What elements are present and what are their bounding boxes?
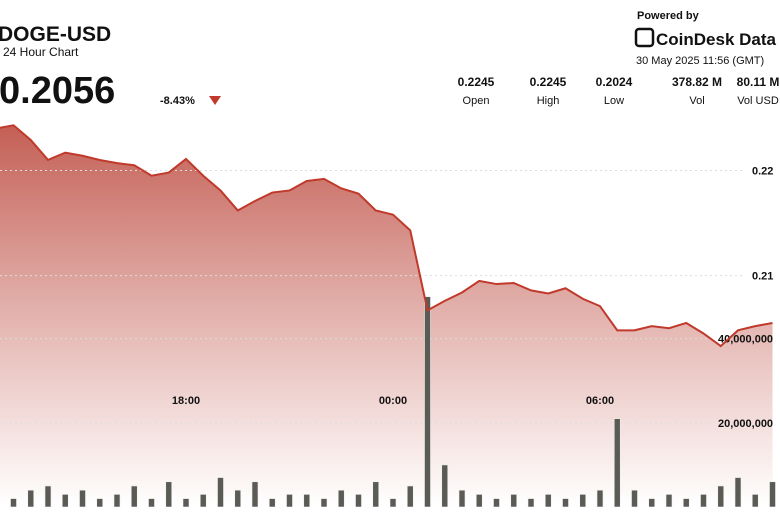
x-tick-label: 00:00 [379,395,407,407]
volume-bar [320,498,328,508]
volume-bar [130,485,138,508]
x-tick-label: 18:00 [172,395,200,407]
stat-label: Open [463,95,490,107]
stat-label: Vol USD [737,95,779,107]
x-tick-label: 06:00 [586,395,614,407]
stats: 0.2245 Open 0.2245 High 0.2024 Low 378.82 M Vol… [458,75,780,107]
volume-bar [389,498,397,508]
stat-value: 80.11 M [737,75,780,89]
volume-bar [562,498,569,508]
price-area [0,125,773,507]
volume-bar [286,494,293,508]
volume-bar [631,489,638,508]
volume-bar [96,498,104,508]
volume-bar [44,485,52,508]
stat-value: 0.2245 [530,75,567,89]
volume-bar [424,296,431,508]
y-tick-label: 0.22 [752,165,773,177]
volume-bar [182,498,190,508]
timestamp: 30 May 2025 11:56 (GMT) [636,55,764,67]
volume-bar [199,494,207,508]
brand-icon [634,27,655,48]
volume-bar [10,498,17,508]
stat-label: High [537,95,560,107]
volume-bar [682,498,690,508]
volume-bar [337,489,345,508]
volume-bar [406,485,414,508]
change: -8.43% [160,95,195,107]
volume-bar [113,494,121,508]
volume-bar [734,477,742,508]
price: 0.2056 [0,70,115,112]
volume-bar [61,494,69,508]
volume-bar [648,498,656,508]
volume-bar [527,498,535,508]
volume-bar [769,481,776,508]
volume-bar [165,481,173,508]
price-line [0,124,773,348]
volume-bar [251,481,259,508]
volume-bar [665,494,673,508]
down-arrow [209,96,221,105]
y-tick-label: 0.21 [752,271,773,283]
subtitle: 24 Hour Chart [3,45,79,59]
volume-bar [355,494,362,508]
volume-bar [268,498,276,508]
title: DOGE-USD [0,23,111,46]
volume-bar [458,489,466,508]
volume-bar [751,494,759,508]
stat-value: 0.2245 [458,75,495,89]
volume-bar [79,489,86,508]
stat-value: 378.82 M [672,75,722,89]
powered-by: Powered by [637,10,700,22]
volume-bar [217,477,224,508]
stat-value: 0.2024 [596,75,633,89]
volume-bar [493,498,500,508]
volume-bar [148,498,155,508]
volume-bar [717,485,725,508]
volume-bar [596,489,604,508]
volume-bar [475,494,483,508]
volume-bar [579,494,587,508]
volume-bar [234,489,242,508]
volume-bar [544,494,552,508]
stat-label: Vol [689,95,704,107]
stat-label: Low [604,95,624,107]
volume-bar [700,494,707,508]
volume-bar [372,481,380,508]
brand: CoinDesk Data [656,30,777,49]
volume-bar [27,489,35,508]
volume-bar [510,494,518,508]
y2-tick-label: 20,000,000 [718,418,773,430]
volume-bar [613,418,621,508]
volume-bar [303,494,311,508]
volume-bar [441,464,449,508]
